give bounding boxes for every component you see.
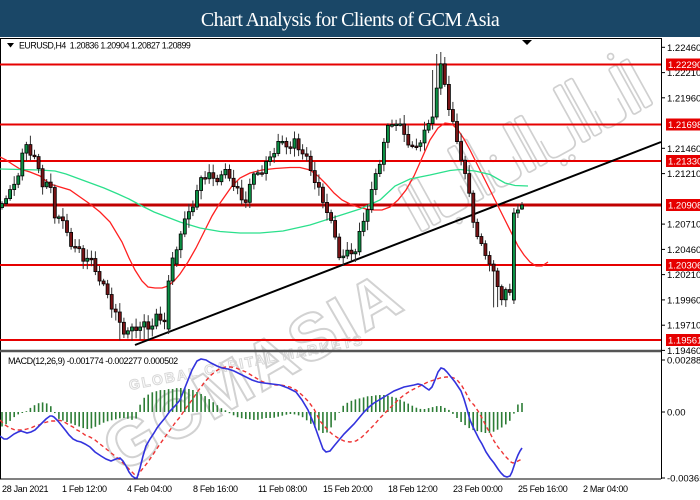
svg-text:1.20210: 1.20210 [667, 270, 700, 281]
svg-text:0.002883: 0.002883 [667, 356, 700, 367]
svg-text:1 Feb 12:00: 1 Feb 12:00 [62, 484, 107, 494]
svg-text:1.19710: 1.19710 [667, 321, 700, 332]
svg-text:MACD(12,26,9) -0.001774 -0.002: MACD(12,26,9) -0.001774 -0.002277 0.0005… [8, 356, 178, 366]
svg-text:1.21460: 1.21460 [667, 144, 700, 155]
svg-text:18 Feb 12:00: 18 Feb 12:00 [388, 484, 438, 494]
svg-text:1.20460: 1.20460 [667, 245, 700, 256]
svg-text:1.21698: 1.21698 [668, 120, 700, 131]
svg-text:1.21210: 1.21210 [667, 169, 700, 180]
svg-text:1.20908: 1.20908 [668, 201, 700, 212]
svg-text:1.22290: 1.22290 [668, 60, 700, 71]
svg-text:1.21330: 1.21330 [668, 157, 700, 168]
svg-text:1.21960: 1.21960 [667, 93, 700, 104]
svg-text:8 Feb 16:00: 8 Feb 16:00 [193, 484, 238, 494]
svg-text:4 Feb 04:00: 4 Feb 04:00 [127, 484, 172, 494]
svg-text:15 Feb 20:00: 15 Feb 20:00 [323, 484, 373, 494]
svg-text:1.22210: 1.22210 [667, 68, 700, 79]
svg-text:11 Feb 08:00: 11 Feb 08:00 [258, 484, 307, 494]
svg-text:28 Jan 2021: 28 Jan 2021 [2, 484, 49, 494]
svg-text:2 Mar 04:00: 2 Mar 04:00 [583, 484, 628, 494]
svg-text:EURUSD,H4 1.20836 1.20904 1.2: EURUSD,H4 1.20836 1.20904 1.20827 1.2089… [19, 41, 191, 51]
svg-text:1.20710: 1.20710 [667, 220, 700, 231]
svg-text:-0.003652: -0.003652 [667, 474, 700, 485]
svg-text:1.19960: 1.19960 [667, 295, 700, 306]
svg-text:23 Feb 00:00: 23 Feb 00:00 [453, 484, 503, 494]
svg-text:1.19460: 1.19460 [667, 346, 700, 357]
svg-text:1.22460: 1.22460 [667, 43, 700, 54]
svg-text:0.00: 0.00 [667, 408, 686, 419]
svg-text:1.19561: 1.19561 [668, 336, 700, 347]
svg-text:25 Feb 16:00: 25 Feb 16:00 [518, 484, 568, 494]
svg-text:Chart Analysis for Clients of: Chart Analysis for Clients of GCM Asia [201, 9, 500, 31]
svg-text:1.20306: 1.20306 [668, 261, 700, 272]
